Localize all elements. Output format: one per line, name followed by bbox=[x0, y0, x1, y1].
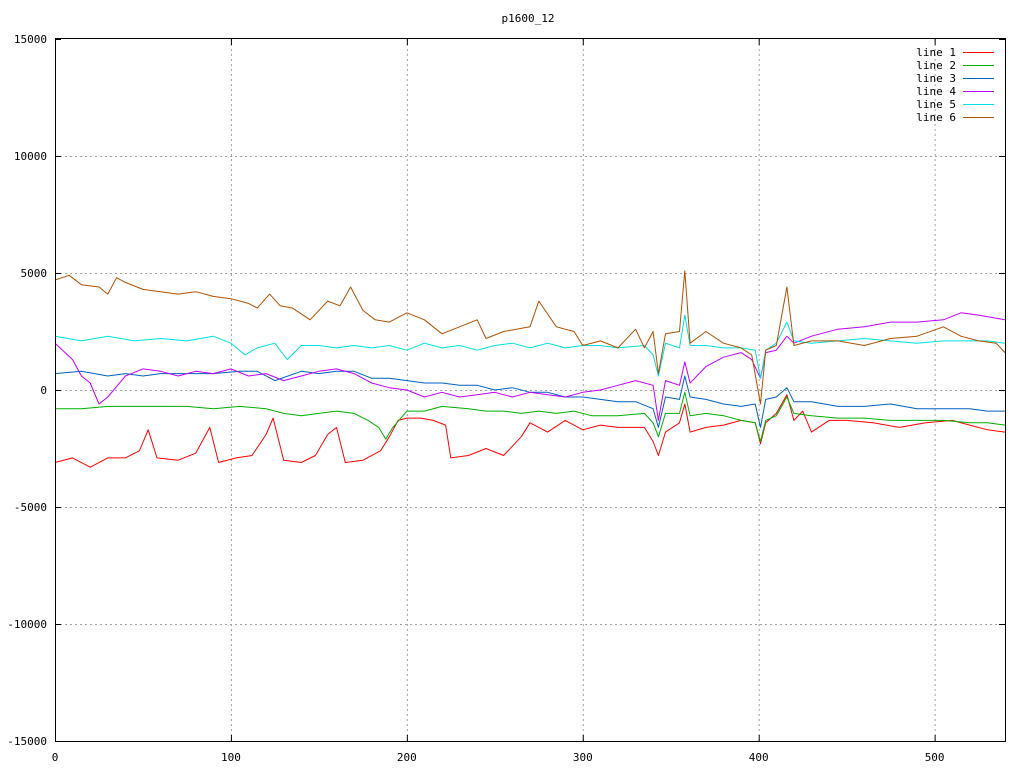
legend-label: line 5 bbox=[916, 98, 956, 111]
x-tick-label: 400 bbox=[749, 751, 769, 764]
grid-lines bbox=[55, 39, 1005, 741]
y-tick-label: 0 bbox=[40, 384, 47, 397]
series-lines bbox=[54, 270, 1006, 468]
x-tick-label: 200 bbox=[397, 751, 417, 764]
series-line-5 bbox=[54, 314, 1006, 379]
legend-label: line 2 bbox=[916, 59, 956, 72]
y-tick-label: -5000 bbox=[14, 501, 47, 514]
x-tick-label: 0 bbox=[52, 751, 59, 764]
series-line-2 bbox=[55, 391, 1006, 442]
axis-tick-labels: 0 100 200 300 400 500 -15000 -10000 -5000 0 5000 10… bbox=[7, 33, 1005, 764]
series-line-4 bbox=[54, 312, 1006, 421]
plot-frame bbox=[55, 38, 1006, 742]
y-tick-label: 10000 bbox=[14, 150, 47, 163]
legend-label: line 6 bbox=[916, 111, 956, 124]
legend-label: line 3 bbox=[916, 72, 956, 85]
x-tick-label: 500 bbox=[925, 751, 945, 764]
series-line-6 bbox=[54, 270, 1006, 405]
y-tick-label: -15000 bbox=[7, 735, 47, 748]
y-tick-label: -10000 bbox=[7, 618, 47, 631]
y-tick-label: 15000 bbox=[14, 33, 47, 46]
x-tick-label: 100 bbox=[221, 751, 241, 764]
series-line-1 bbox=[54, 394, 1006, 468]
chart-title: p1600_12 bbox=[502, 12, 555, 25]
y-tick-label: 5000 bbox=[21, 267, 48, 280]
x-tick-label: 300 bbox=[573, 751, 593, 764]
legend-label: line 1 bbox=[916, 46, 956, 59]
legend-label: line 4 bbox=[916, 85, 956, 98]
series-line-3 bbox=[54, 370, 1005, 428]
